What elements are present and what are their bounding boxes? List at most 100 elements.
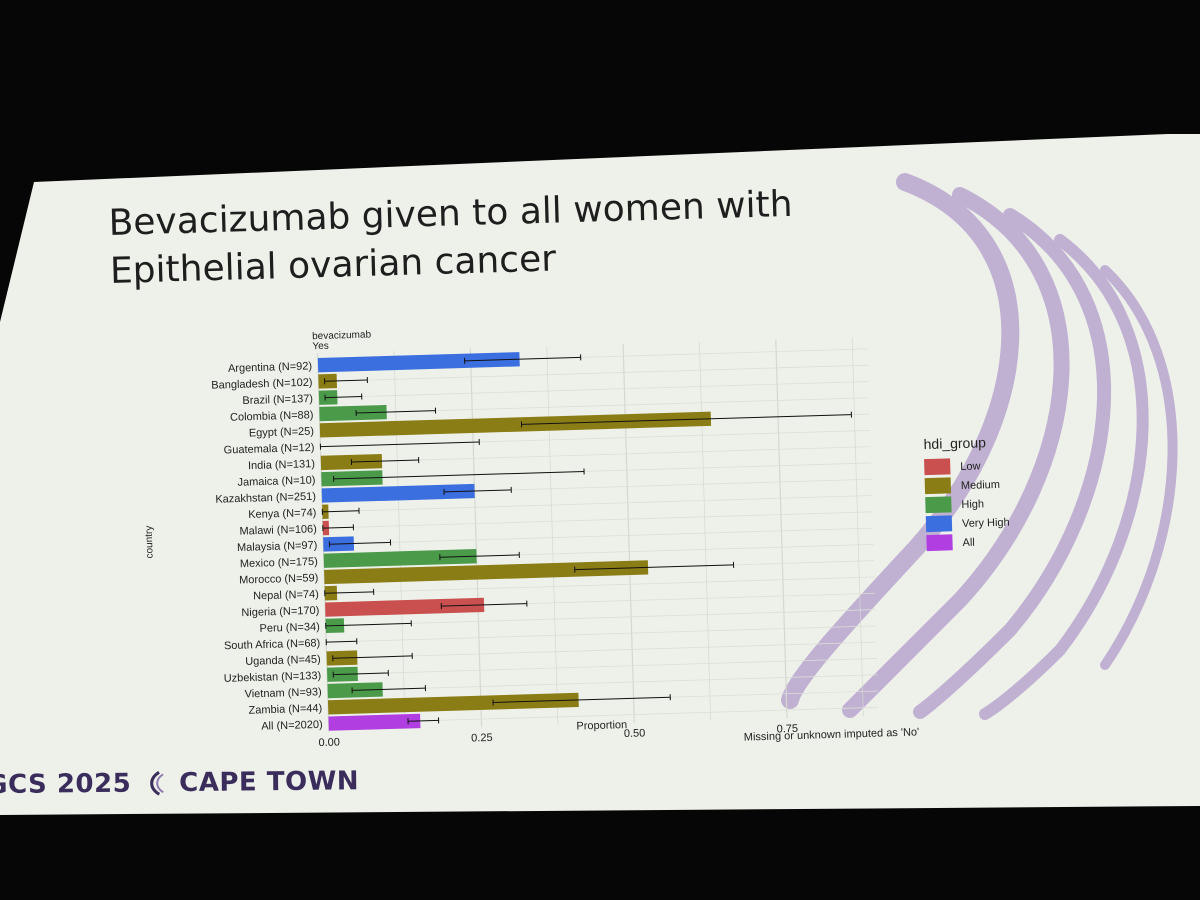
error-bar	[464, 354, 582, 364]
grid-line-vertical	[546, 346, 559, 725]
bar-all	[328, 713, 421, 731]
y-tick-label: Kenya (N=74)	[248, 507, 317, 521]
error-bar	[492, 694, 671, 706]
grid-line-vertical	[469, 348, 483, 728]
error-bar	[407, 717, 440, 725]
error-bar	[440, 600, 528, 610]
error-bar-line	[521, 414, 852, 425]
y-tick-label: Guatemala (N=12)	[224, 442, 315, 457]
y-tick-label: India (N=131)	[248, 458, 315, 472]
y-tick-label: Egypt (N=25)	[249, 426, 314, 440]
error-bar-line	[408, 719, 439, 722]
y-tick-label: Vietnam (N=93)	[244, 686, 321, 700]
error-bar-line	[352, 687, 426, 691]
error-bar-line	[439, 554, 520, 558]
grid-line-vertical	[851, 337, 864, 716]
legend-label: High	[961, 498, 984, 511]
grid-line-horizontal	[318, 381, 869, 399]
x-tick-labels: 0.00 0.25 0.50 0.75	[318, 723, 798, 749]
y-tick-label: Morocco (N=59)	[239, 572, 318, 586]
error-bar-line	[493, 696, 671, 703]
y-tick-label: Argentina (N=92)	[228, 360, 312, 374]
error-bar-line	[325, 622, 412, 627]
bar-nigeria	[325, 597, 485, 617]
error-bar-line	[324, 379, 368, 382]
legend: hdi_group Low Medium High Very High All	[923, 434, 1010, 552]
bars	[317, 352, 712, 731]
error-bar-line	[325, 396, 362, 399]
error-bar	[332, 652, 413, 662]
error-bar	[321, 507, 360, 515]
grid	[317, 337, 879, 732]
error-bar-line	[356, 410, 436, 414]
legend-swatch	[925, 496, 952, 514]
grid-line-vertical	[699, 341, 712, 721]
grid-line-horizontal	[325, 609, 876, 627]
error-bar	[332, 669, 389, 678]
bar-colombia	[319, 404, 387, 422]
error-bar-line	[329, 541, 391, 545]
y-tick-label: Uzbekistan (N=133)	[224, 670, 322, 685]
error-bar-line	[324, 591, 374, 594]
y-tick-label: Mexico (N=175)	[240, 556, 318, 570]
legend-label: Medium	[961, 479, 1000, 492]
y-tick-labels: Argentina (N=92) Bangladesh (N=102)Brazil…	[211, 360, 323, 733]
y-tick-label: Kazakhstan (N=251)	[215, 491, 316, 506]
error-bar-line	[322, 526, 354, 529]
grid-line-horizontal	[326, 641, 877, 659]
grid-line-horizontal	[326, 625, 876, 643]
facet-label: bevacizumab	[312, 329, 372, 342]
error-bar	[324, 393, 363, 401]
error-bar	[325, 620, 412, 629]
error-bar	[328, 539, 392, 548]
bar-kazakhstan	[321, 483, 475, 503]
error-bar-line	[351, 459, 419, 463]
bar-egypt	[319, 411, 712, 438]
error-bar-line	[574, 564, 734, 571]
y-tick-label: South Africa (N=68)	[224, 637, 321, 652]
error-bar-line	[322, 510, 360, 513]
y-tick-label: Peru (N=34)	[259, 621, 320, 635]
error-bar	[350, 457, 420, 466]
y-tick-label: Brazil (N=137)	[242, 393, 313, 407]
y-tick-label: All (N=2020)	[261, 719, 323, 733]
legend-title: hdi_group	[923, 434, 986, 452]
chart-caption: Missing or unknown imputed as 'No'	[744, 726, 920, 743]
grid-line-horizontal	[322, 511, 873, 529]
error-bar-line	[464, 356, 581, 362]
y-tick-label: Malaysia (N=97)	[237, 540, 318, 554]
x-tick-label: 0.50	[624, 727, 646, 740]
grid-line-horizontal	[324, 576, 875, 594]
bar-mexico	[323, 549, 477, 568]
y-tick-label: Jamaica (N=10)	[237, 474, 315, 488]
error-bar-line	[333, 470, 585, 480]
error-bar	[351, 685, 426, 694]
projection-screen	[0, 134, 1200, 815]
error-bar	[324, 588, 375, 597]
error-bar	[439, 551, 520, 561]
grid-line-horizontal	[322, 495, 873, 513]
x-tick-label: 0.75	[776, 723, 798, 736]
error-bar-line	[326, 640, 357, 643]
error-bar	[333, 468, 585, 482]
error-bar	[325, 638, 358, 646]
bar-morocco	[324, 560, 649, 585]
grid-line-horizontal	[318, 364, 869, 382]
error-bar-line	[320, 441, 480, 448]
bar-argentina	[317, 352, 520, 373]
x-tick-label: 0.25	[471, 732, 493, 745]
y-tick-label: Malawi (N=106)	[239, 523, 317, 537]
legend-swatch	[926, 534, 953, 552]
bar-chart: Argentina (N=92) Bangladesh (N=102)Brazil…	[144, 329, 1010, 749]
footer-event: GCS 2025	[0, 768, 132, 801]
error-bars	[319, 354, 852, 725]
error-bar	[443, 486, 512, 495]
x-axis-label: Proportion	[576, 719, 627, 733]
decorative-swoosh	[781, 173, 1178, 720]
y-tick-label: Nigeria (N=170)	[241, 605, 319, 619]
x-tick-label: 0.00	[318, 736, 340, 749]
error-bar	[324, 377, 368, 385]
logo-swoosh-icon	[150, 771, 164, 796]
